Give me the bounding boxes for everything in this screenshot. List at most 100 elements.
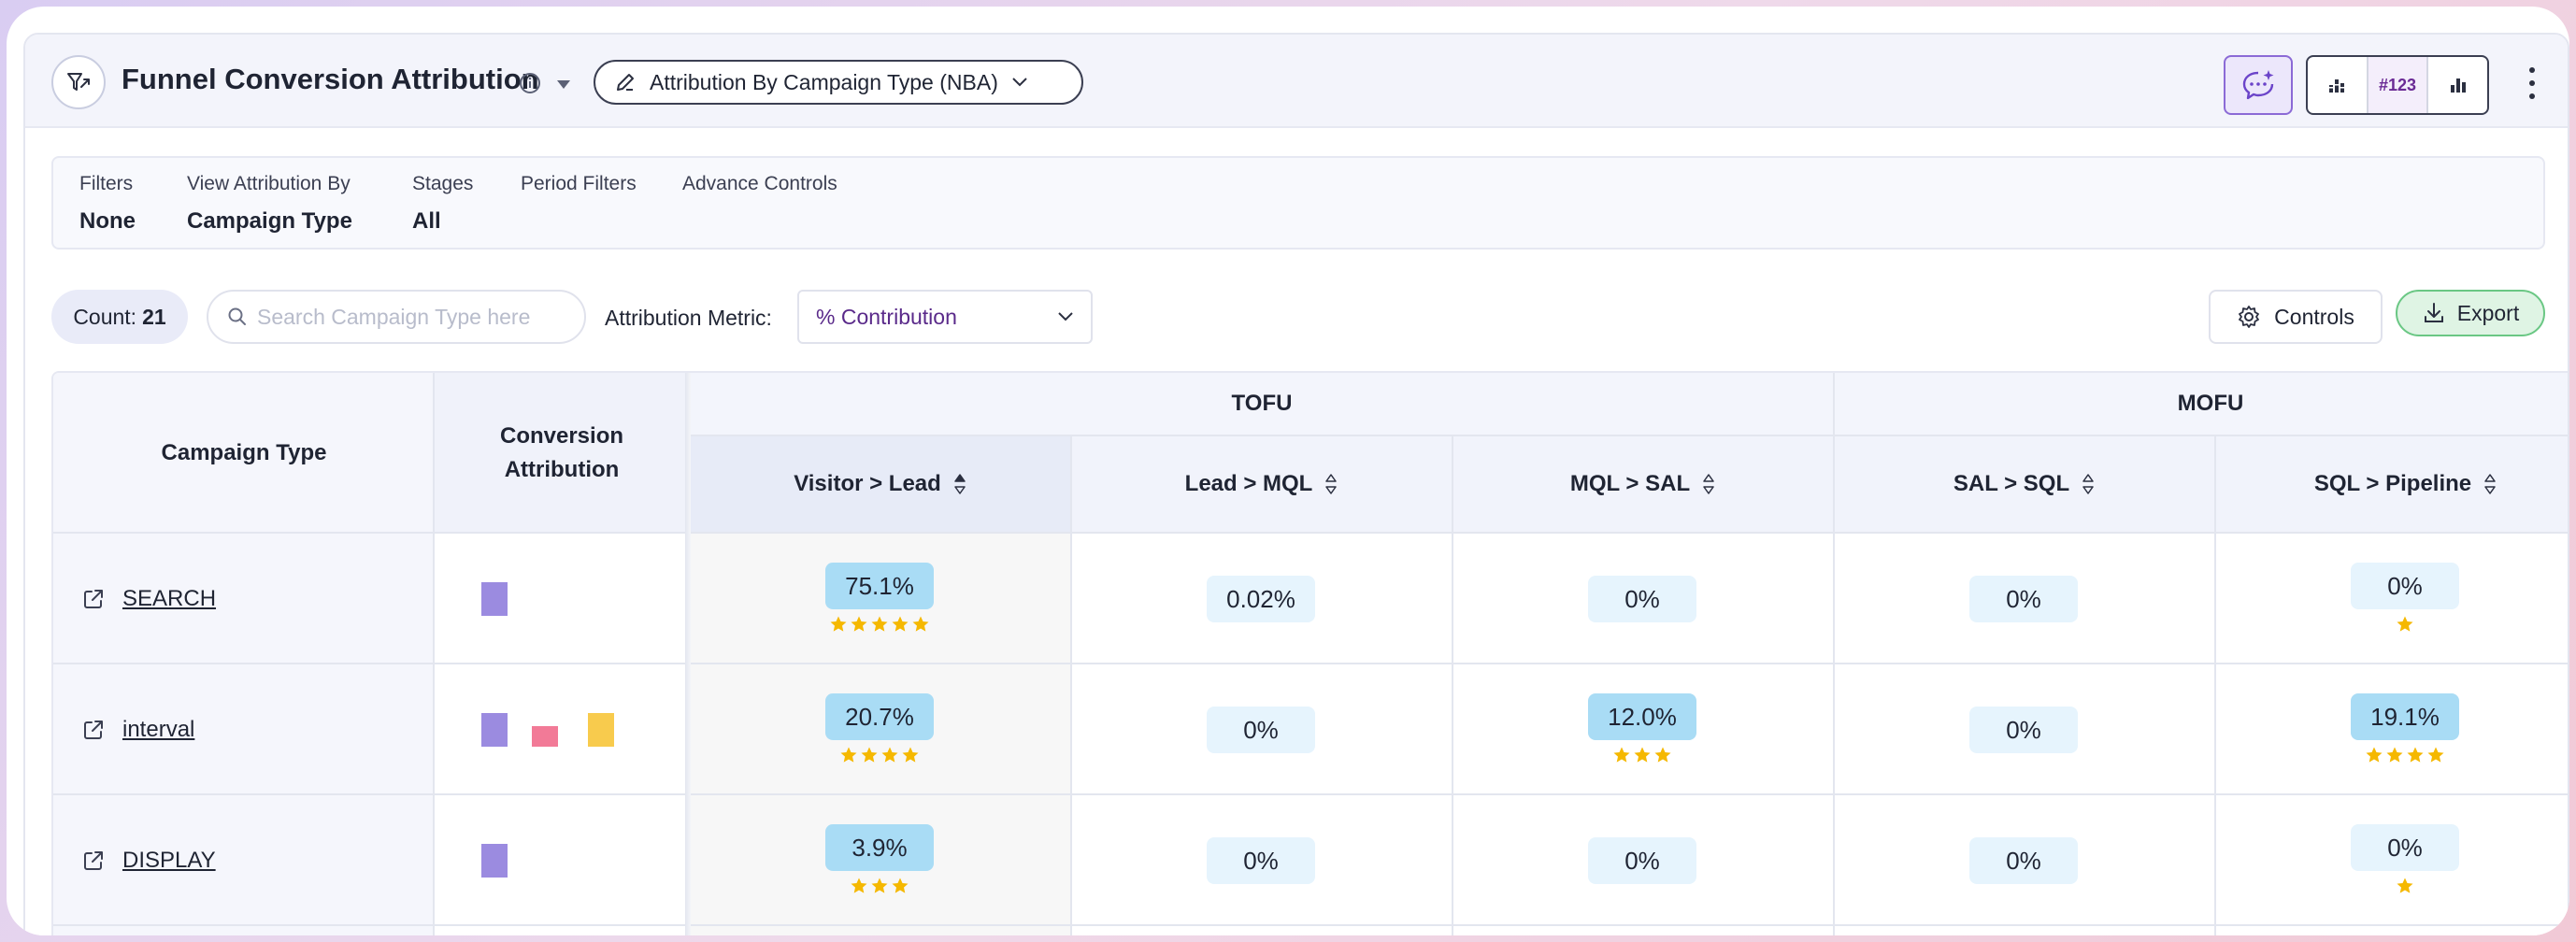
star-icon — [912, 616, 929, 632]
conversion-attribution-bars — [435, 795, 689, 926]
filter-group-advance[interactable]: Advance Controls — [682, 173, 837, 195]
page-title: Funnel Conversion Attribution — [122, 63, 539, 95]
search-input[interactable] — [257, 304, 565, 330]
attribution-bar[interactable] — [481, 582, 508, 616]
metric-value[interactable]: 0% — [1588, 837, 1696, 884]
edit-icon — [617, 74, 634, 91]
metric-cell: 0% — [1070, 795, 1452, 926]
info-icon[interactable] — [519, 72, 541, 94]
filter-value: Campaign Type — [187, 208, 352, 234]
metric-value[interactable]: 0% — [1969, 837, 2078, 884]
metric-cell: 0% — [2214, 795, 2568, 926]
column-header-stage[interactable]: Visitor > Lead — [689, 435, 1070, 534]
metric-value[interactable]: 0% — [1588, 576, 1696, 622]
title-dropdown-icon[interactable] — [554, 77, 573, 92]
column-header-stage[interactable]: SAL > SQL — [1833, 435, 2214, 534]
metric-value[interactable]: 0% — [1969, 706, 2078, 753]
stacked-bar-chart-icon — [2329, 79, 2345, 93]
metric-value[interactable]: 19.1% — [2351, 693, 2459, 740]
bar-view-button[interactable] — [2426, 57, 2487, 113]
ai-assistant-button[interactable] — [2224, 55, 2293, 115]
star-icon — [871, 878, 888, 893]
metric-value[interactable]: 75.1% — [825, 563, 934, 609]
view-selector[interactable]: Attribution By Campaign Type (NBA) — [594, 60, 1083, 105]
external-link-icon[interactable] — [81, 587, 106, 611]
metric-value[interactable]: 12.0% — [1588, 693, 1696, 740]
sort-icon — [954, 474, 966, 494]
search-icon — [228, 307, 246, 325]
sort-icon — [1325, 474, 1338, 494]
rating-stars — [839, 746, 920, 766]
metric-value[interactable]: 20.7% — [825, 693, 934, 740]
star-icon — [2427, 747, 2444, 763]
filter-group-view-by[interactable]: View Attribution By Campaign Type — [187, 173, 352, 235]
attribution-bar[interactable] — [481, 844, 508, 878]
chart-view-button[interactable] — [2308, 57, 2367, 113]
filter-label: Advance Controls — [682, 173, 837, 194]
star-icon — [830, 616, 847, 632]
metric-cell: 75.1% — [689, 534, 1070, 664]
external-link-icon[interactable] — [81, 718, 106, 742]
stage-label: SQL > Pipeline — [2313, 471, 2472, 496]
sort-icon — [1703, 474, 1714, 494]
metric-value[interactable]: 3.9% — [825, 824, 934, 871]
star-icon — [861, 747, 878, 763]
view-selector-label: Attribution By Campaign Type (NBA) — [650, 69, 998, 94]
metric-value[interactable]: 0% — [1969, 576, 2078, 622]
campaign-name-cell: SEARCH — [53, 534, 435, 664]
filter-label: Stages — [412, 173, 474, 194]
report-header: Funnel Conversion Attribution Attributio… — [25, 35, 2568, 128]
metric-cell: 19.1% — [2214, 664, 2568, 795]
filter-group-period[interactable]: Period Filters — [521, 173, 637, 195]
metric-cell: 0% — [1833, 534, 2214, 664]
attribution-bar[interactable] — [588, 713, 614, 747]
metric-cell: 0% — [1452, 795, 1833, 926]
attribution-bar[interactable] — [532, 726, 558, 747]
column-header-stage[interactable]: MQL > SAL — [1452, 435, 1833, 534]
metric-value[interactable]: 0.02% — [1207, 576, 1315, 622]
star-icon — [2397, 878, 2413, 893]
filter-group-stages[interactable]: Stages All — [412, 173, 473, 235]
attribution-metric-select[interactable]: % Contribution — [797, 290, 1093, 344]
column-header-stage[interactable]: SQL > Pipeline — [2214, 435, 2568, 534]
column-header-conversion-attribution[interactable]: Conversion Attribution — [435, 373, 689, 534]
metric-cell: 0% — [2214, 534, 2568, 664]
filter-label: Filters — [79, 173, 134, 194]
stage-label: SAL > SQL — [1953, 471, 2070, 496]
count-badge: Count: 21 — [51, 290, 188, 344]
number-view-button[interactable]: #123 — [2366, 57, 2427, 113]
search-box[interactable] — [207, 290, 586, 344]
attribution-bar[interactable] — [481, 713, 508, 747]
campaign-link[interactable]: SEARCH — [122, 586, 217, 611]
attribution-metric-value: % Contribution — [816, 304, 957, 329]
filter-value: None — [79, 208, 136, 234]
chevron-down-icon — [1058, 312, 1073, 321]
column-header-stage[interactable]: Lead > MQL — [1070, 435, 1452, 534]
star-icon — [2386, 747, 2403, 763]
metric-cell: 0% — [1452, 534, 1833, 664]
group-header-tofu: TOFU — [1231, 391, 1293, 416]
report-card: Funnel Conversion Attribution Attributio… — [23, 33, 2569, 935]
metric-value[interactable]: 0% — [2351, 563, 2459, 609]
campaign-link[interactable]: interval — [122, 717, 195, 742]
controls-button[interactable]: Controls — [2209, 290, 2383, 344]
column-header-campaign-type[interactable]: Campaign Type — [161, 440, 327, 465]
stage-label: MQL > SAL — [1569, 471, 1691, 496]
export-button[interactable]: Export — [2396, 290, 2545, 336]
metric-cell: 12.0% — [1452, 664, 1833, 795]
external-link-icon[interactable] — [81, 849, 106, 873]
gear-icon — [2239, 306, 2260, 328]
metric-value[interactable]: 0% — [2351, 824, 2459, 871]
filter-group-filters[interactable]: Filters None — [79, 173, 136, 235]
controls-label: Controls — [2274, 304, 2354, 329]
export-label: Export — [2456, 300, 2520, 325]
more-options-icon[interactable] — [2525, 63, 2540, 104]
metric-value[interactable]: 0% — [1207, 706, 1315, 753]
campaign-link[interactable]: DISPLAY — [122, 848, 216, 873]
view-mode-toggle: #123 — [2306, 55, 2489, 115]
rating-stars — [2365, 746, 2445, 766]
header-line: Conversion — [499, 423, 624, 449]
sort-icon — [2484, 474, 2496, 494]
bar-chart-icon — [2450, 78, 2466, 93]
metric-value[interactable]: 0% — [1207, 837, 1315, 884]
